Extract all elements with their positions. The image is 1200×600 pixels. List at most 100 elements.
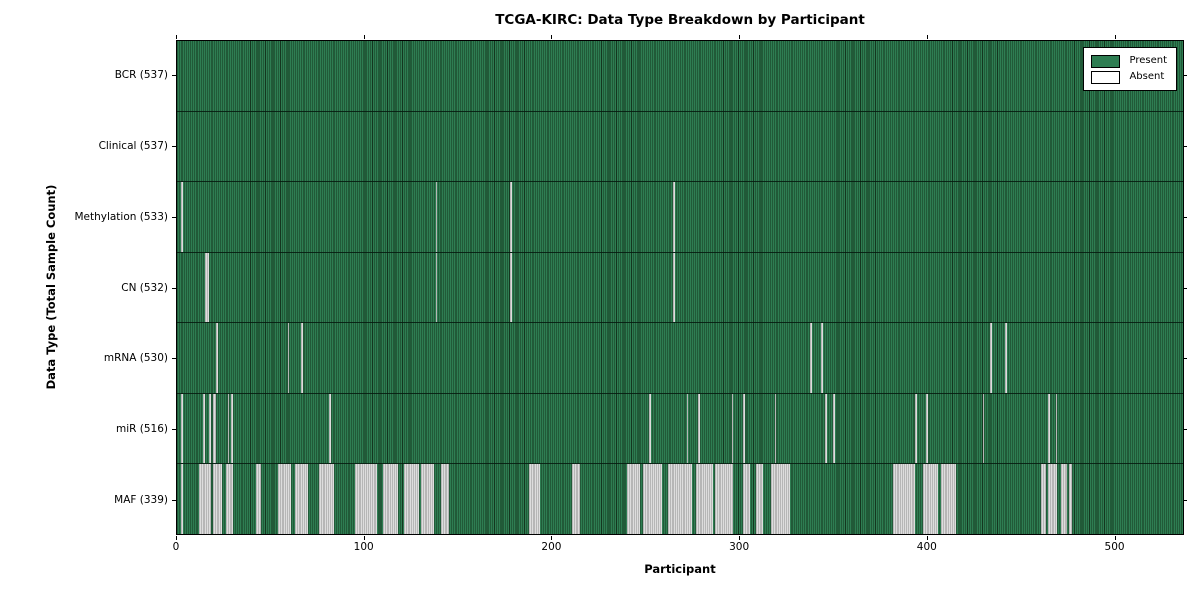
- absent-stripe: [255, 464, 262, 535]
- absent-stripe: [673, 182, 676, 252]
- absent-stripe: [1061, 464, 1067, 535]
- absent-stripe: [180, 182, 183, 252]
- y-tick-label: miR (516): [115, 422, 168, 435]
- absent-stripe: [216, 323, 219, 393]
- y-tick-label: CN (532): [121, 281, 168, 294]
- y-tick: [1183, 287, 1187, 289]
- absent-stripe: [649, 393, 651, 464]
- plot-area: Present Absent: [176, 40, 1184, 535]
- legend-present-label: Present: [1129, 55, 1167, 66]
- y-tick: [1183, 75, 1187, 77]
- absent-stripe: [695, 464, 713, 535]
- absent-stripe: [203, 393, 206, 464]
- y-axis-label: Data Type (Total Sample Count): [44, 184, 58, 390]
- y-tick: [172, 428, 176, 430]
- absent-stripe: [1068, 464, 1073, 535]
- absent-stripe: [205, 252, 209, 323]
- absent-stripe: [832, 393, 835, 464]
- y-tick-label: Clinical (537): [98, 140, 168, 153]
- absent-stripe: [1048, 393, 1050, 464]
- absent-stripe: [1005, 323, 1007, 393]
- x-tick-top: [739, 35, 741, 39]
- row-cn: [177, 252, 1183, 324]
- y-tick: [172, 287, 176, 289]
- y-tick: [1183, 358, 1187, 360]
- absent-stripe: [982, 393, 985, 464]
- absent-stripe: [180, 464, 183, 535]
- absent-stripe: [441, 464, 449, 535]
- y-tick: [172, 499, 176, 501]
- absent-stripe: [770, 464, 790, 535]
- legend-item-absent: Absent: [1091, 69, 1167, 85]
- row-clinical: [177, 111, 1183, 183]
- x-tick: [926, 536, 928, 540]
- absent-stripe: [510, 252, 513, 323]
- absent-stripe: [383, 464, 399, 535]
- absent-stripe: [278, 464, 292, 535]
- x-tick-label: 300: [729, 541, 750, 553]
- absent-stripe: [810, 323, 813, 393]
- absent-stripe: [915, 393, 917, 464]
- y-tick-label: Methylation (533): [74, 210, 168, 223]
- x-tick: [739, 536, 741, 540]
- legend-present-swatch-icon: [1091, 54, 1121, 68]
- absent-stripe: [755, 464, 764, 535]
- absent-stripe: [295, 464, 309, 535]
- absent-stripe: [212, 393, 217, 464]
- absent-stripe: [922, 464, 938, 535]
- x-tick: [176, 536, 177, 540]
- x-tick-top: [926, 35, 928, 39]
- legend-absent-swatch-icon: [1091, 70, 1121, 84]
- absent-stripe: [643, 464, 663, 535]
- y-tick-label: MAF (339): [114, 493, 168, 506]
- absent-stripe: [926, 393, 929, 464]
- x-tick-label: 0: [172, 541, 180, 553]
- x-tick-top: [1114, 35, 1116, 39]
- absent-stripe: [941, 464, 957, 535]
- absent-stripe: [227, 393, 230, 464]
- chart-title: TCGA-KIRC: Data Type Breakdown by Partic…: [495, 12, 865, 28]
- y-tick: [1183, 216, 1187, 218]
- absent-stripe: [354, 464, 378, 535]
- x-tick-label: 100: [353, 541, 374, 553]
- y-tick-label: BCR (537): [114, 69, 168, 82]
- absent-stripe: [679, 464, 693, 535]
- legend: Present Absent: [1083, 47, 1177, 91]
- absent-stripe: [667, 464, 680, 535]
- absent-stripe: [300, 323, 303, 393]
- legend-absent-label: Absent: [1129, 71, 1165, 82]
- row-maf: [177, 464, 1183, 535]
- absent-stripe: [742, 393, 745, 464]
- row-mir: [177, 393, 1183, 465]
- y-tick: [172, 146, 176, 148]
- absent-stripe: [774, 393, 777, 464]
- absent-stripe: [825, 393, 828, 464]
- legend-item-present: Present: [1091, 53, 1167, 69]
- absent-stripe: [319, 464, 335, 535]
- y-tick-label: mRNA (530): [103, 352, 168, 365]
- absent-stripe: [208, 393, 211, 464]
- x-tick: [551, 536, 553, 540]
- absent-stripe: [1055, 393, 1058, 464]
- absent-stripe: [199, 464, 211, 535]
- absent-stripe: [403, 464, 419, 535]
- x-axis-label: Participant: [644, 562, 716, 576]
- row-methylation: [177, 182, 1183, 253]
- x-tick-label: 400: [916, 541, 937, 553]
- y-tick: [1183, 499, 1187, 501]
- absent-stripe: [225, 464, 234, 535]
- absent-stripe: [287, 323, 290, 393]
- x-tick-top: [551, 35, 553, 39]
- x-tick-label: 500: [1104, 541, 1125, 553]
- absent-stripe: [892, 464, 916, 535]
- absent-stripe: [435, 182, 438, 252]
- absent-stripe: [626, 464, 640, 535]
- absent-stripe: [572, 464, 580, 535]
- rows-container: [177, 41, 1183, 535]
- absent-stripe: [1040, 464, 1047, 535]
- absent-stripe: [328, 393, 331, 464]
- absent-stripe: [231, 393, 234, 464]
- absent-stripe: [435, 252, 438, 323]
- absent-stripe: [731, 393, 734, 464]
